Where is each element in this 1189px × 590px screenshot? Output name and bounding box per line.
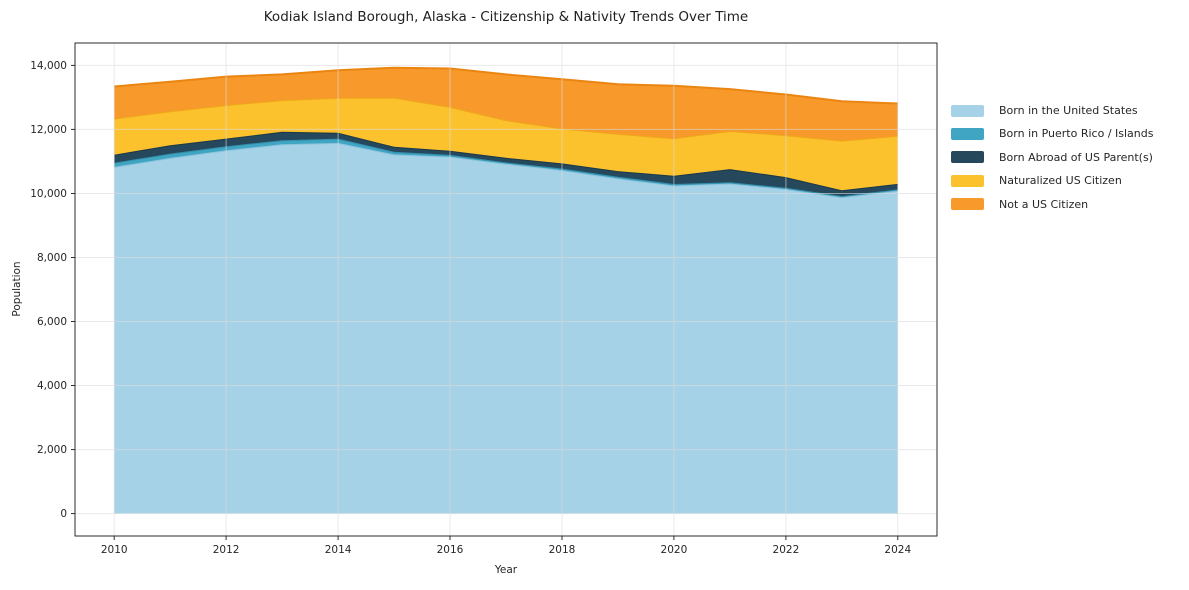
legend-swatch-icon <box>951 104 984 117</box>
legend-label: Born in Puerto Rico / Islands <box>999 127 1154 141</box>
area-3 <box>114 97 898 191</box>
legend-label: Born Abroad of US Parent(s) <box>999 150 1153 164</box>
tick-labels: 2010 2012 2014 2016 2018 2020 2022 2024 0 2,000 4,… <box>30 60 911 556</box>
x-tick-label: 2012 <box>213 544 240 556</box>
plot-border <box>74 42 938 537</box>
legend-label: Naturalized US Citizen <box>999 174 1122 188</box>
y-tick-label: 6,000 <box>37 316 67 328</box>
x-tick-label: 2018 <box>549 544 576 556</box>
stacked-areas <box>114 66 898 514</box>
y-tick-label: 14,000 <box>30 60 67 72</box>
x-tick-label: 2022 <box>773 544 800 556</box>
x-tick-label: 2024 <box>884 544 911 556</box>
legend-item-1: Born in Puerto Rico / Islands <box>951 127 1153 140</box>
legend-swatch-icon <box>951 198 984 211</box>
legend-label: Not a US Citizen <box>999 197 1089 211</box>
y-tick-label: 2,000 <box>37 444 67 456</box>
area-4 <box>114 67 898 141</box>
x-axis-label: Year <box>494 564 518 576</box>
x-tick-label: 2020 <box>661 544 688 556</box>
legend-item-3: Naturalized US Citizen <box>951 174 1153 187</box>
legend-label: Born in the United States <box>999 104 1138 117</box>
area-0 <box>114 142 898 514</box>
legend-swatch-icon <box>951 151 984 164</box>
y-tick-label: 10,000 <box>30 188 67 200</box>
gridlines <box>75 43 937 536</box>
legend-item-4: Not a US Citizen <box>951 198 1153 211</box>
area-edge-4 <box>114 66 898 105</box>
tick-marks <box>71 64 899 540</box>
legend: Born in the United States Born in Puerto … <box>951 104 1153 221</box>
x-tick-label: 2016 <box>437 544 464 556</box>
x-tick-label: 2014 <box>325 544 352 556</box>
x-tick-label: 2010 <box>101 544 128 556</box>
legend-swatch-icon <box>951 127 984 140</box>
area-2 <box>114 131 898 196</box>
y-tick-label: 8,000 <box>37 252 67 264</box>
y-axis-label: Population <box>11 261 23 317</box>
legend-item-0: Born in the United States <box>951 104 1153 117</box>
y-tick-label: 12,000 <box>30 124 67 136</box>
y-tick-label: 4,000 <box>37 380 67 392</box>
y-tick-label: 0 <box>60 508 67 520</box>
legend-swatch-icon <box>951 174 984 187</box>
legend-item-2: Born Abroad of US Parent(s) <box>951 151 1153 164</box>
chart-title: Kodiak Island Borough, Alaska - Citizens… <box>263 9 749 25</box>
